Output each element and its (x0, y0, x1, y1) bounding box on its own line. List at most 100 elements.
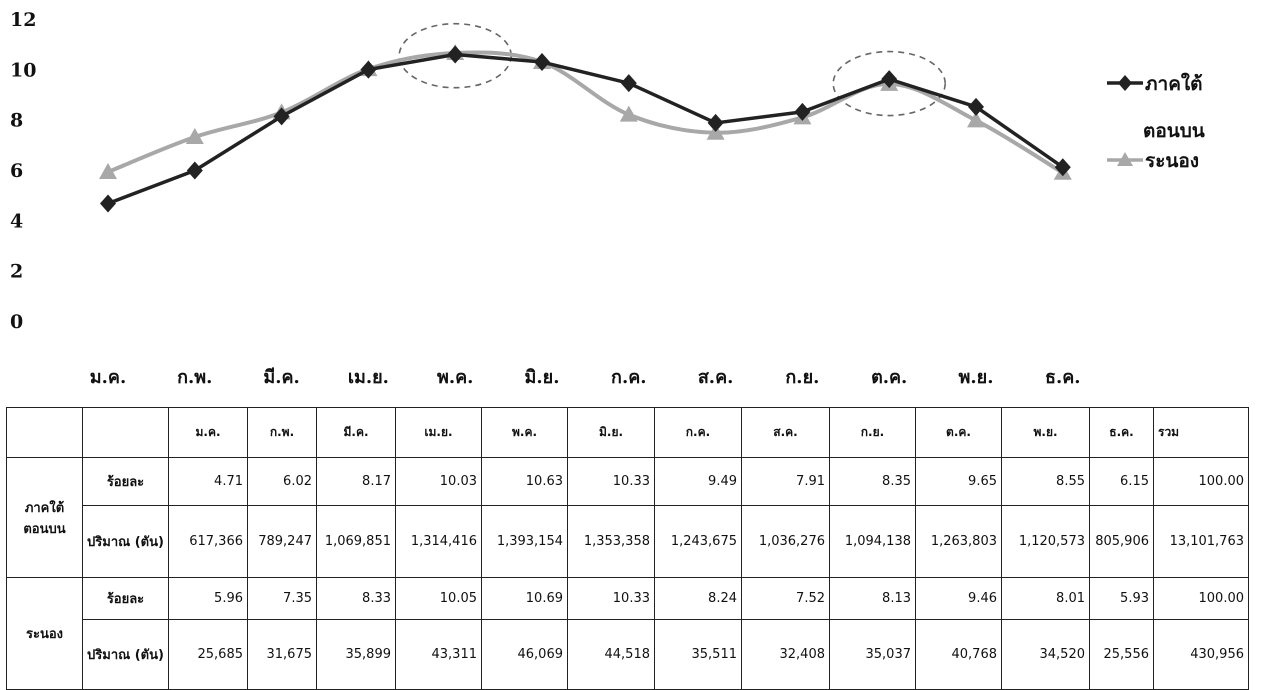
column-header: ส.ค. (741, 407, 830, 458)
table-cell: 25,556 (1089, 619, 1154, 690)
table-cell: 7.91 (741, 457, 830, 506)
data-table: ม.ค. ก.พ. มี.ค. เม.ย. พ.ค. มิ.ย. ก.ค. ส.ค. ก.ย. ต… (6, 407, 1249, 690)
column-header: ก.ค. (654, 407, 742, 458)
column-header: ธ.ค. (1089, 407, 1154, 458)
table-cell: 35,899 (316, 619, 396, 690)
table-cell: 10.05 (395, 577, 482, 620)
table-cell: 46,069 (481, 619, 568, 690)
column-header: มิ.ย. (567, 407, 655, 458)
data-point (619, 105, 638, 122)
table-cell: 40,768 (915, 619, 1002, 690)
table-cell: 9.46 (915, 577, 1002, 620)
data-point (186, 161, 203, 180)
table-cell: 9.49 (654, 457, 742, 506)
table-cell: 8.01 (1001, 577, 1090, 620)
data-point (185, 128, 204, 145)
x-tick-label: มี.ค. (263, 367, 299, 388)
series-layer (99, 43, 1072, 213)
table-cell: 617,366 (168, 505, 248, 578)
column-header: รวม (1153, 407, 1249, 458)
data-point (360, 60, 377, 79)
table-cell: 10.03 (395, 457, 482, 506)
table-cell: 1,094,138 (829, 505, 916, 578)
legend-marker (1117, 152, 1133, 166)
x-tick-label: ก.พ. (177, 367, 212, 388)
table-cell: 6.15 (1089, 457, 1154, 506)
table-row: ปริมาณ (ตัน) 617,366 789,247 1,069,851 1,314… (7, 505, 1249, 578)
y-tick-label: 12 (10, 9, 36, 31)
table-cell: 13,101,763 (1153, 505, 1249, 578)
metric-label: ร้อยละ (82, 577, 169, 620)
x-tick-label: ก.ย. (785, 367, 819, 388)
table-cell: 805,906 (1089, 505, 1154, 578)
metric-label: ปริมาณ (ตัน) (82, 619, 169, 690)
table-cell: 1,243,675 (654, 505, 742, 578)
series-line (107, 50, 1064, 175)
table-cell: 8.55 (1001, 457, 1090, 506)
data-point (707, 113, 724, 132)
column-header: เม.ย. (395, 407, 482, 458)
table-cell: 1,069,851 (316, 505, 396, 578)
x-axis: ม.ค. ก.พ. มี.ค. เม.ย. พ.ค. มิ.ย. ก.ค. ส.ค. ก.ย. ต… (90, 367, 1081, 388)
data-point (794, 102, 811, 121)
x-tick-label: ธ.ค. (1045, 367, 1081, 388)
table-cell: 100.00 (1153, 577, 1249, 620)
legend-label: ระนอง (1145, 150, 1199, 172)
y-tick-label: 6 (10, 160, 23, 182)
x-tick-label: ส.ค. (698, 367, 734, 388)
table-cell: 25,685 (168, 619, 248, 690)
y-axis: 0 2 4 6 8 10 12 (10, 9, 36, 333)
series-1 (99, 43, 1072, 180)
table-cell: 1,120,573 (1001, 505, 1090, 578)
data-point (967, 111, 985, 128)
table-cell: 5.93 (1089, 577, 1154, 620)
data-point (100, 194, 116, 213)
x-tick-label: มิ.ย. (525, 367, 560, 388)
table-header-row: ม.ค. ก.พ. มี.ค. เม.ย. พ.ค. มิ.ย. ก.ค. ส.ค. ก.ย. ต… (6, 407, 1249, 458)
series-line (107, 52, 1064, 206)
x-tick-label: ต.ค. (871, 367, 907, 388)
column-header: ต.ค. (915, 407, 1002, 458)
table-cell: 43,311 (395, 619, 482, 690)
data-point (447, 45, 464, 64)
table-cell: 1,393,154 (481, 505, 568, 578)
line-chart: 0 2 4 6 8 10 12 ม.ค. ก.พ. มี.ค. เม.ย. พ.ค. มิ.ย. ก.ค… (10, 9, 1205, 388)
table-cell: 10.69 (481, 577, 568, 620)
table-cell: 35,037 (829, 619, 916, 690)
table-cell: 10.63 (481, 457, 568, 506)
table-cell: 8.13 (829, 577, 916, 620)
y-tick-label: 0 (10, 311, 23, 333)
table-cell: 35,511 (654, 619, 742, 690)
table-cell: 34,520 (1001, 619, 1090, 690)
metric-label: ปริมาณ (ตัน) (82, 505, 169, 578)
table-cell: 32,408 (741, 619, 830, 690)
column-header (6, 407, 83, 458)
column-header: ม.ค. (168, 407, 248, 458)
y-tick-label: 10 (10, 59, 36, 81)
table-cell: 31,675 (247, 619, 317, 690)
table-row: ภาคใต้ ตอนบน ร้อยละ 4.71 6.02 8.17 10.03 10.63… (6, 457, 1249, 578)
table-cell: 6.02 (247, 457, 317, 506)
table-cell: 789,247 (247, 505, 317, 578)
table-row: ระนอง ร้อยละ 5.96 7.35 8.33 10.05 10.69 10.33 8.… (6, 577, 1249, 690)
x-tick-label: เม.ย. (348, 367, 389, 388)
y-tick-label: 8 (10, 110, 23, 132)
region-label: ระนอง (6, 577, 83, 690)
legend-label: ภาคใต้ (1145, 72, 1203, 95)
table-cell: 8.35 (829, 457, 916, 506)
table-cell: 8.33 (316, 577, 396, 620)
region-label: ภาคใต้ ตอนบน (6, 457, 83, 578)
table-cell: 8.17 (316, 457, 396, 506)
x-tick-label: ก.ค. (611, 367, 646, 388)
table-cell: 44,518 (567, 619, 655, 690)
data-point (99, 163, 117, 180)
column-header (82, 407, 169, 458)
column-header: มี.ค. (316, 407, 396, 458)
data-point (1054, 158, 1071, 177)
highlight-ellipse (832, 50, 947, 117)
legend-label: ตอนบน (1143, 120, 1205, 142)
table-cell: 10.33 (567, 577, 655, 620)
table-cell: 8.24 (654, 577, 742, 620)
table-cell: 100.00 (1153, 457, 1249, 506)
